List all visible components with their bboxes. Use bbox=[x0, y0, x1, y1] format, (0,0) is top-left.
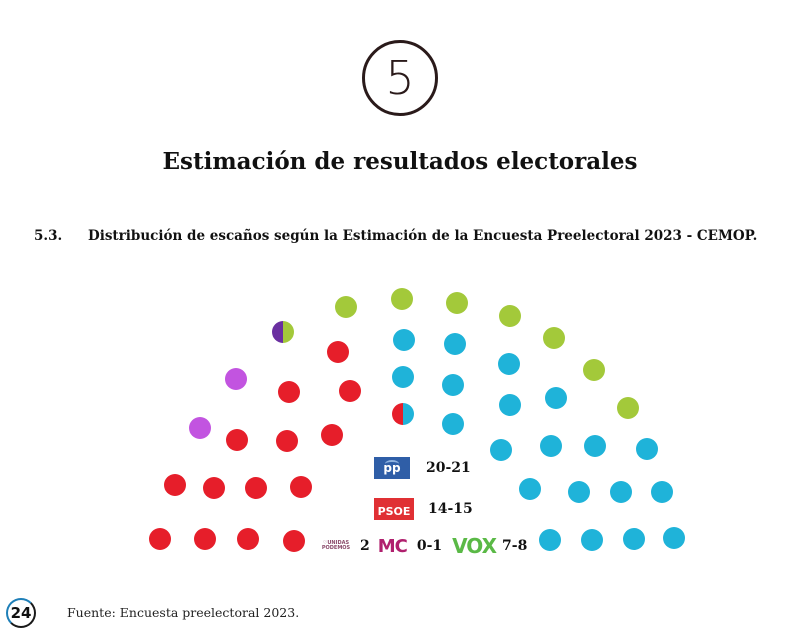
legend-seats-podemos: 2 bbox=[360, 538, 370, 554]
seat-dot-podemos bbox=[225, 368, 247, 390]
subsection-number: 5.3. bbox=[34, 228, 63, 244]
seat-dot-vox bbox=[446, 292, 468, 314]
source-note: Fuente: Encuesta preelectoral 2023. bbox=[67, 605, 300, 620]
unidas-podemos-logo-icon: ♡UNIDAS PODEMOS bbox=[321, 540, 351, 551]
subsection-heading: 5.3. Distribución de escaños según la Est… bbox=[34, 228, 757, 244]
mc-logo-icon: MC bbox=[377, 535, 408, 557]
seat-dot-vox bbox=[335, 296, 357, 318]
legend-bottom-row: ♡UNIDAS PODEMOS 2 MC 0-1 VOX 7-8 bbox=[318, 534, 527, 558]
seat-dot-psoe bbox=[276, 430, 298, 452]
seat-dot-pp bbox=[651, 481, 673, 503]
seat-dot-pp bbox=[623, 528, 645, 550]
seat-dot-psoe bbox=[149, 528, 171, 550]
legend-seats-vox: 7-8 bbox=[502, 538, 528, 554]
seat-dot-psoe bbox=[327, 341, 349, 363]
seat-dot-psoe bbox=[339, 380, 361, 402]
legend-seats-pp: 20-21 bbox=[426, 460, 471, 476]
subsection-title: Distribución de escaños según la Estimac… bbox=[88, 228, 758, 244]
seat-dot-psoe bbox=[203, 477, 225, 499]
seat-dot-psoe bbox=[194, 528, 216, 550]
site-logo-icon: 24 bbox=[6, 598, 36, 628]
seat-dot-pp bbox=[519, 478, 541, 500]
seat-dot-pp bbox=[610, 481, 632, 503]
seat-dot-vox bbox=[617, 397, 639, 419]
legend-item-pp: pp 20-21 bbox=[374, 457, 471, 479]
seat-dot-psoe bbox=[290, 476, 312, 498]
seat-dot-split bbox=[392, 403, 414, 425]
seat-dot-psoe bbox=[237, 528, 259, 550]
pp-logo-icon: pp bbox=[374, 457, 410, 479]
legend-item-psoe: PSOE 14-15 bbox=[374, 498, 473, 520]
seat-dot-pp bbox=[490, 439, 512, 461]
seat-dot-vox bbox=[391, 288, 413, 310]
seat-dot-pp bbox=[499, 394, 521, 416]
seat-dot-psoe bbox=[278, 381, 300, 403]
seat-dot-vox bbox=[543, 327, 565, 349]
seat-dot-pp bbox=[663, 527, 685, 549]
seat-dot-vox bbox=[499, 305, 521, 327]
seat-dot-psoe bbox=[283, 530, 305, 552]
seat-dot-pp bbox=[444, 333, 466, 355]
seat-dot-psoe bbox=[321, 424, 343, 446]
seat-dot-pp bbox=[539, 529, 561, 551]
seat-dot-pp bbox=[568, 481, 590, 503]
seat-dot-psoe bbox=[164, 474, 186, 496]
seat-dot-psoe bbox=[245, 477, 267, 499]
section-number-badge: 5 bbox=[362, 40, 438, 116]
psoe-logo-icon: PSOE bbox=[374, 498, 414, 520]
seat-dot-pp bbox=[540, 435, 562, 457]
seat-dot-pp bbox=[392, 366, 414, 388]
seat-dot-split bbox=[272, 321, 294, 343]
seat-dot-pp bbox=[442, 413, 464, 435]
legend-seats-psoe: 14-15 bbox=[428, 501, 473, 517]
seat-dot-pp bbox=[442, 374, 464, 396]
site-logo-text: 24 bbox=[10, 604, 32, 622]
seat-dot-pp bbox=[545, 387, 567, 409]
seat-dot-pp bbox=[581, 529, 603, 551]
seat-dot-pp bbox=[636, 438, 658, 460]
seat-dot-podemos bbox=[189, 417, 211, 439]
seat-dot-vox bbox=[583, 359, 605, 381]
section-number: 5 bbox=[385, 51, 415, 105]
section-title: Estimación de resultados electorales bbox=[162, 148, 638, 175]
seat-dot-pp bbox=[584, 435, 606, 457]
vox-logo-icon: VOX bbox=[452, 534, 497, 558]
seat-dot-pp bbox=[498, 353, 520, 375]
seat-dot-pp bbox=[393, 329, 415, 351]
legend-seats-mc: 0-1 bbox=[416, 538, 443, 554]
seat-dot-psoe bbox=[226, 429, 248, 451]
